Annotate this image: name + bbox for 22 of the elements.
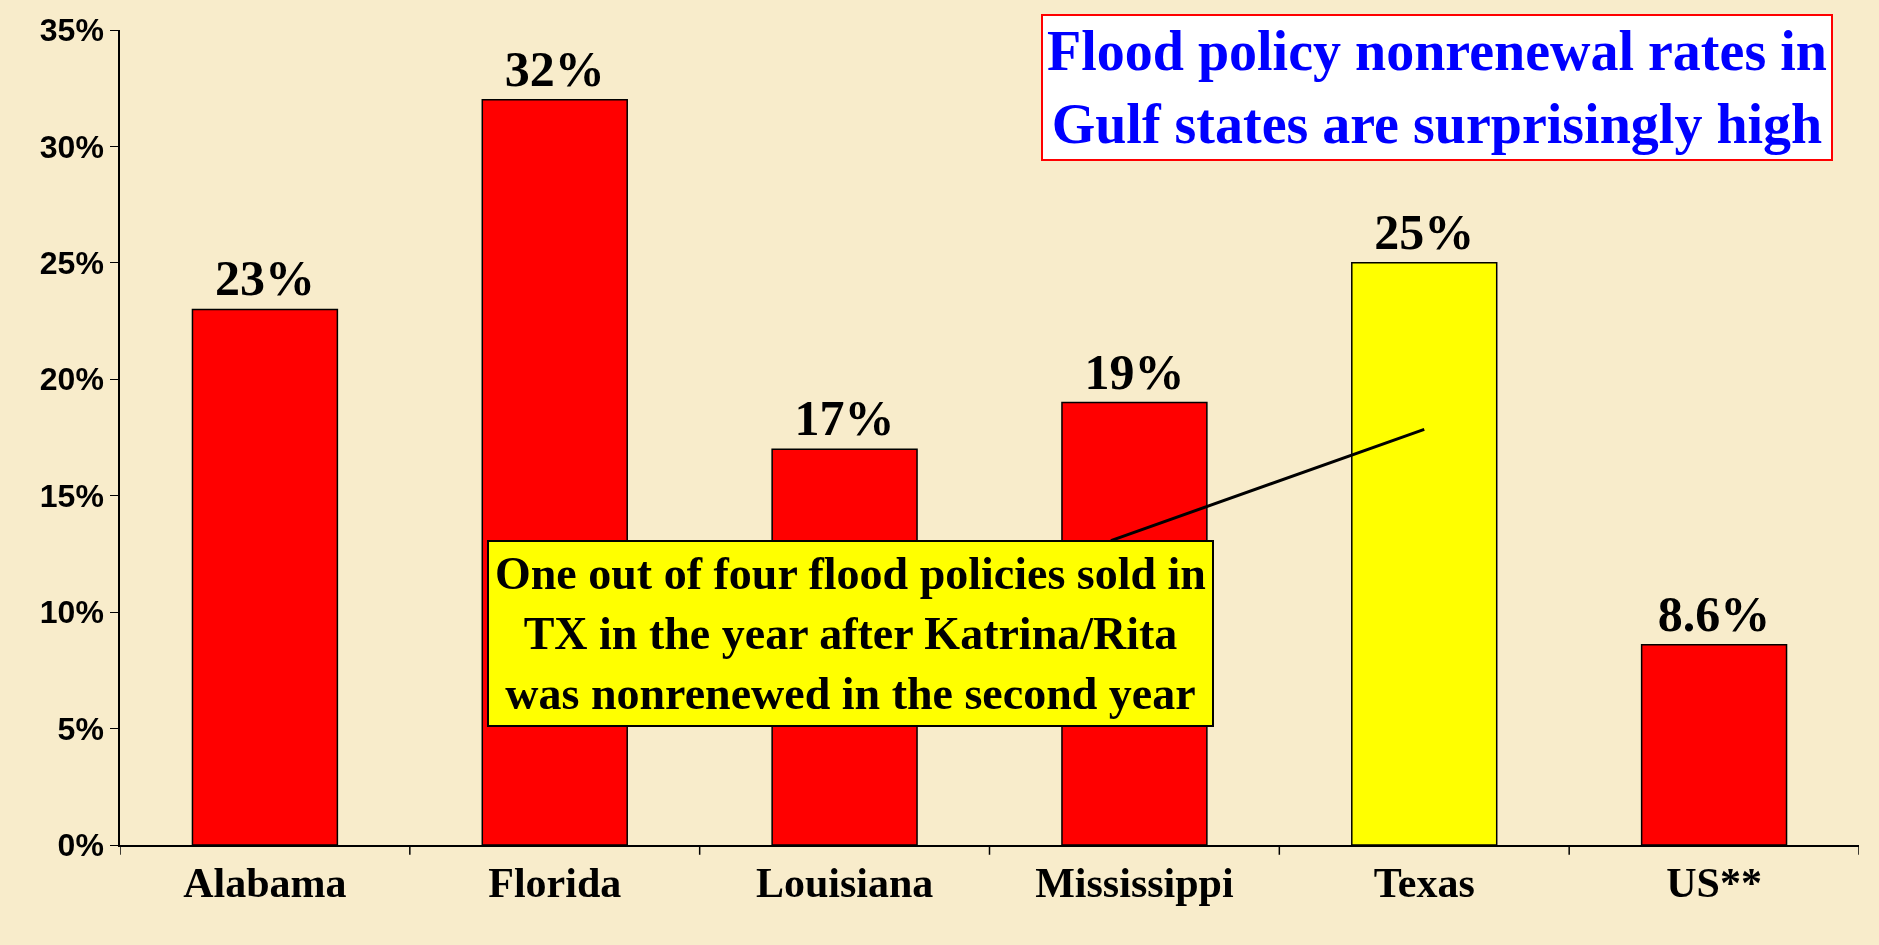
y-tick-label: 15% [39, 477, 104, 514]
x-tick-label: Texas [1373, 860, 1475, 907]
y-tick-label: 0% [57, 827, 104, 864]
data-label: 23% [214, 250, 315, 307]
x-tick-label: Louisiana [755, 860, 934, 907]
x-tick-label: US** [1666, 860, 1762, 907]
y-tick-label: 35% [39, 12, 104, 49]
x-tick-label: Florida [488, 860, 622, 907]
text: Flood policy nonrenewal rates in Gulf states are surprisingly high [1047, 20, 1827, 155]
data-label: 19% [1084, 343, 1185, 400]
data-label: 8.6% [1657, 585, 1771, 642]
y-tick-label: 5% [57, 710, 104, 747]
y-tick-label: 30% [39, 128, 104, 165]
x-tick-label: Alabama [183, 860, 347, 907]
data-label: 17% [794, 390, 895, 447]
x-tick-label: Mississippi [1035, 860, 1234, 907]
y-tick-label: 10% [39, 594, 104, 631]
annotation: One out of four flood policies sold in TX in the year after Katrina/Rita was nonrenewed in the second year [495, 548, 1206, 719]
data-label: 25% [1374, 203, 1475, 260]
y-tick-label: 25% [39, 245, 104, 282]
data-label: 32% [504, 40, 605, 97]
y-tick-label: 20% [39, 361, 104, 398]
